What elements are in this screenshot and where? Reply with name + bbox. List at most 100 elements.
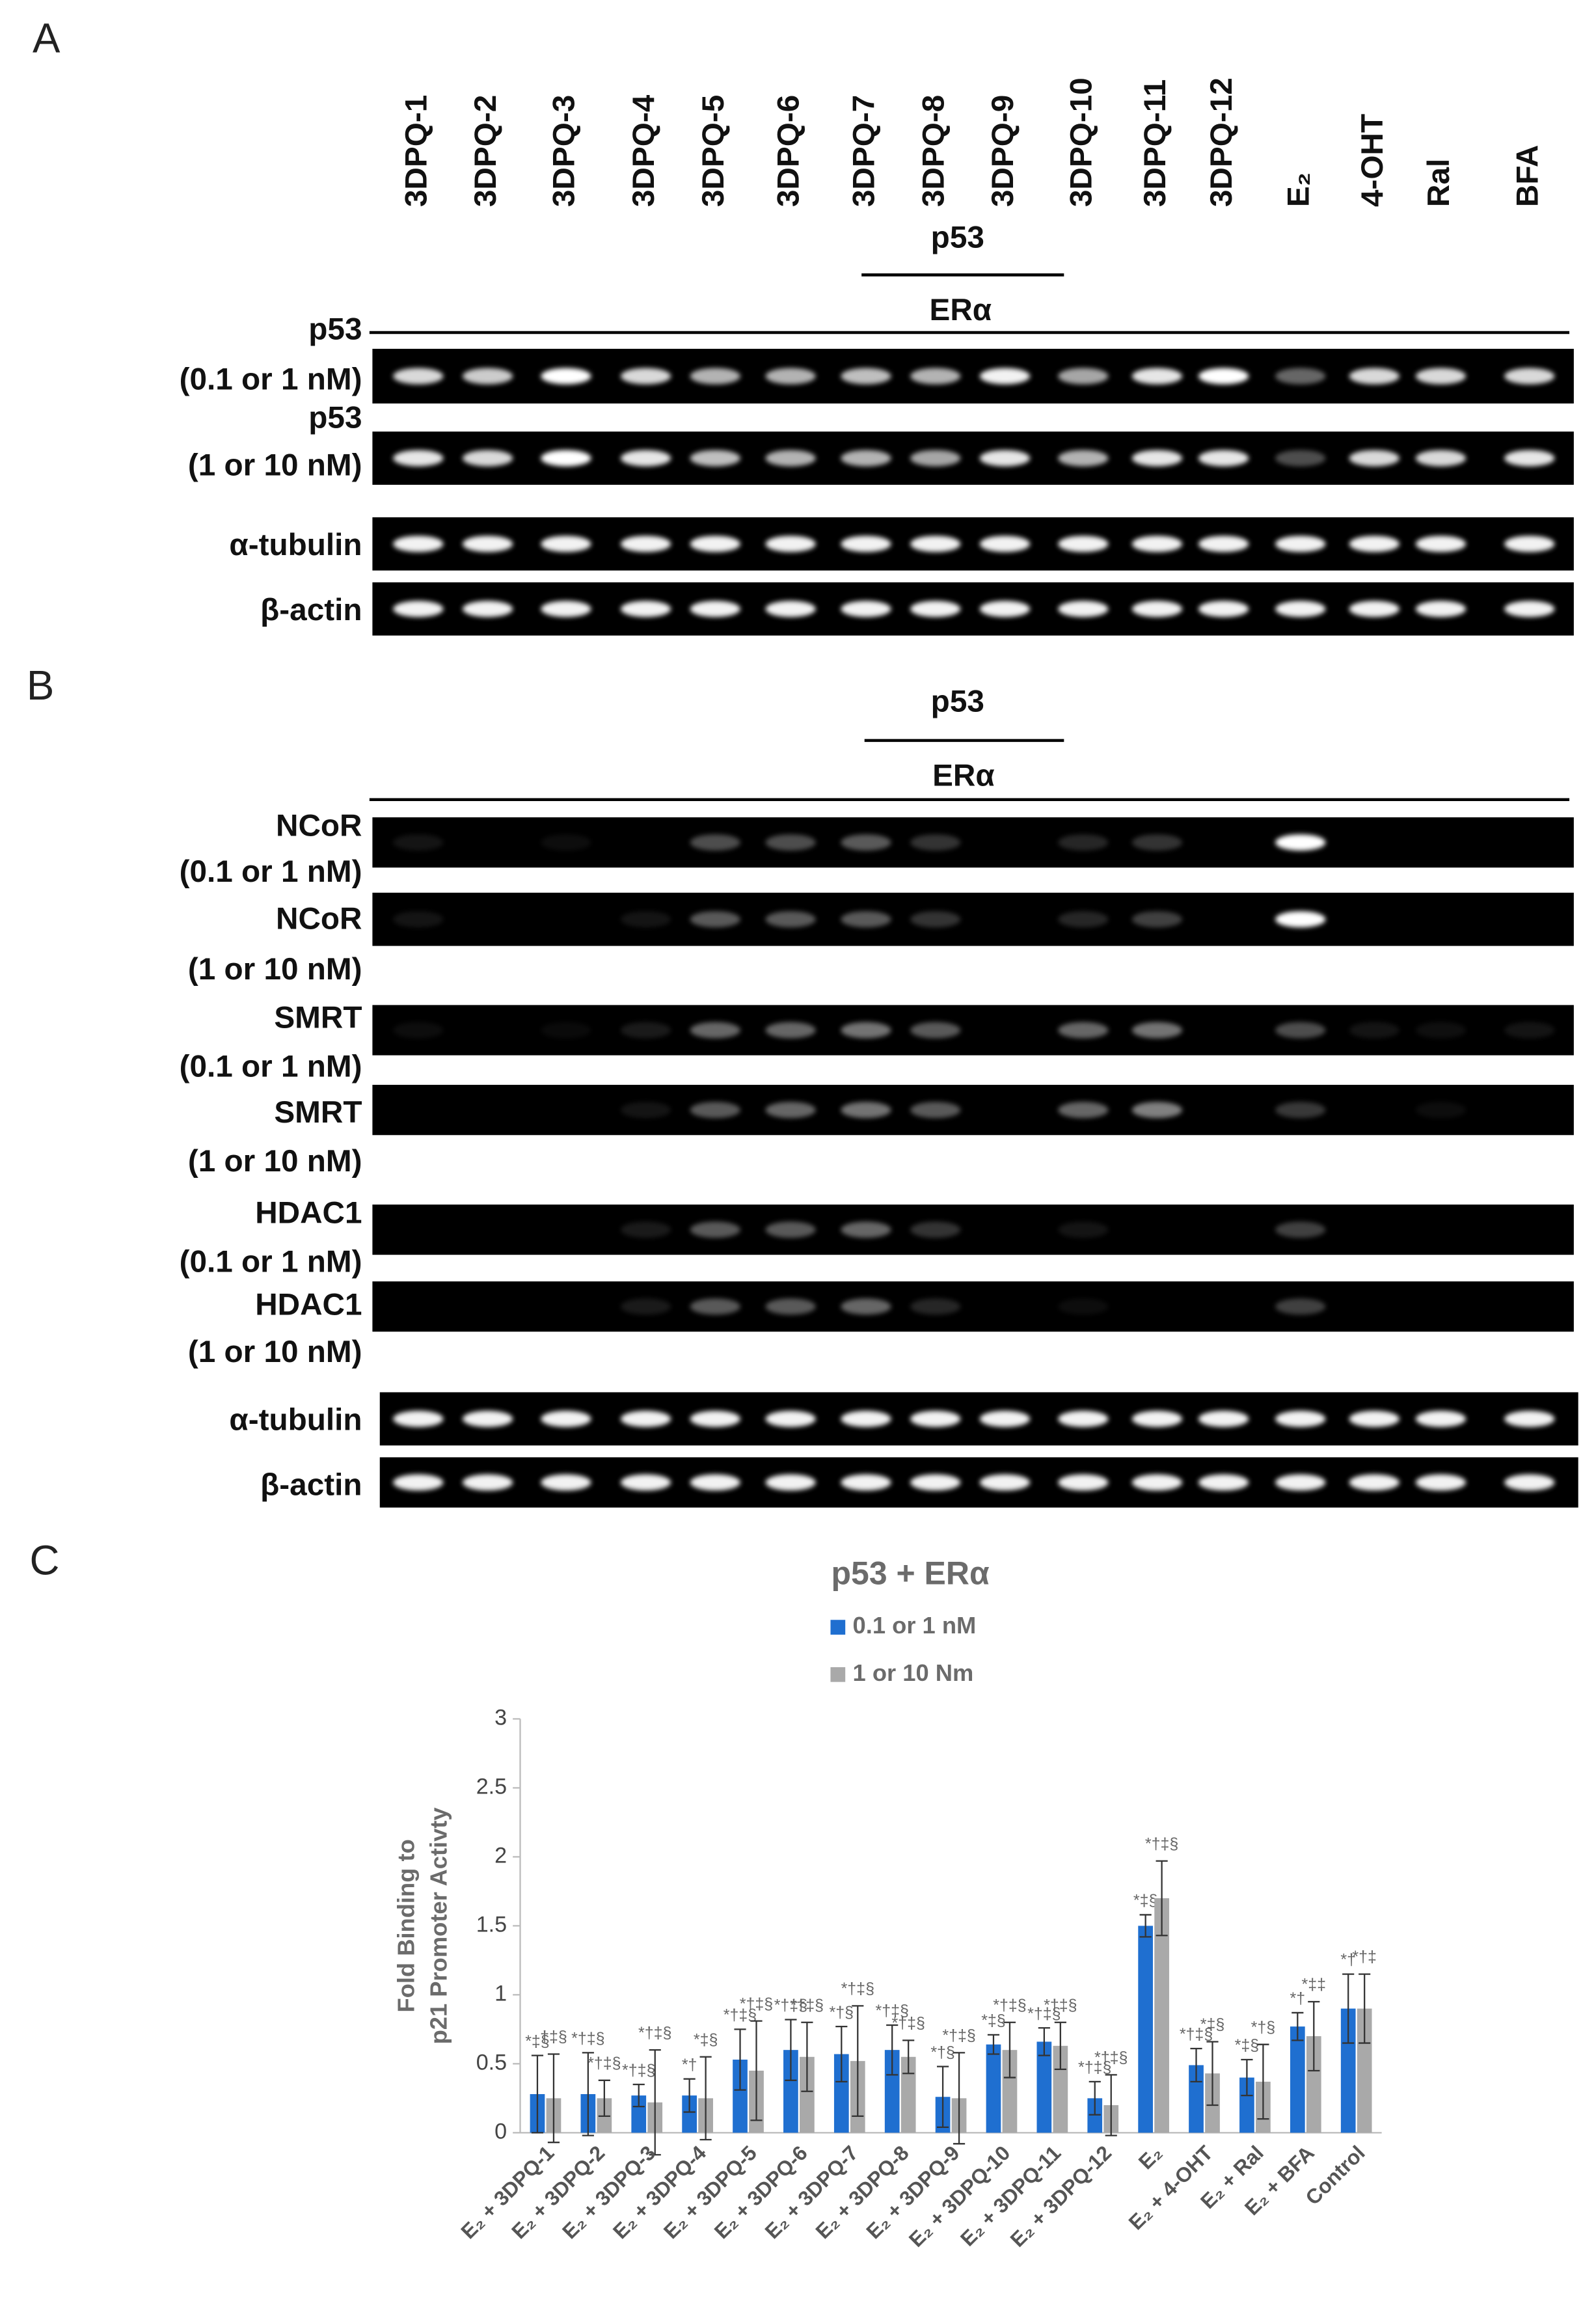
band: [1131, 536, 1183, 552]
significance-label: *‡§: [1235, 2036, 1260, 2054]
band: [841, 368, 891, 385]
band: [1058, 1221, 1109, 1238]
band: [1058, 1410, 1109, 1427]
band: [393, 450, 444, 467]
blot: [372, 892, 1574, 946]
row-label: β-actin: [260, 593, 362, 627]
significance-label: *†‡§: [774, 1996, 807, 2015]
band: [841, 834, 891, 851]
band: [1504, 1410, 1555, 1427]
row-label: p53: [308, 312, 362, 346]
panel-label: C: [29, 1538, 59, 1584]
band: [910, 536, 961, 552]
significance-label: *†‡§: [1027, 2004, 1061, 2023]
row-label: NCoR: [276, 902, 362, 936]
band: [462, 1474, 513, 1491]
significance-label: *†‡§: [993, 1996, 1026, 2014]
band: [393, 536, 444, 552]
significance-label: *†‡§: [1180, 2025, 1213, 2043]
legend-label: 0.1 or 1 nM: [853, 1612, 977, 1639]
significance-label: *†‡§: [942, 2026, 975, 2045]
band: [1275, 601, 1326, 618]
band: [690, 1022, 740, 1039]
lane-label: 3DPQ-10: [1064, 77, 1098, 207]
bracket-label: ERα: [930, 293, 992, 327]
band: [1198, 536, 1249, 552]
lane-label: 3DPQ-5: [696, 95, 731, 207]
bar: [1340, 2008, 1356, 2133]
band: [1504, 1022, 1555, 1039]
row-label: HDAC1: [255, 1287, 362, 1322]
y-tick-label: 1: [494, 1981, 507, 2006]
lane-label: BFA: [1510, 145, 1545, 207]
band: [979, 1474, 1031, 1491]
band: [910, 834, 961, 851]
band: [620, 368, 671, 385]
significance-label: *‡§: [525, 2032, 550, 2051]
band: [541, 601, 591, 618]
band: [1275, 1410, 1326, 1427]
band: [1131, 1022, 1183, 1039]
band: [541, 368, 591, 385]
band: [841, 536, 891, 552]
band: [1275, 536, 1326, 552]
significance-label: *‡§: [694, 2030, 718, 2049]
band: [620, 1022, 671, 1039]
band: [1415, 1410, 1467, 1427]
band: [841, 1102, 891, 1119]
band: [841, 1410, 891, 1427]
band: [393, 1022, 444, 1039]
band: [1349, 368, 1400, 385]
bar: [1306, 2036, 1321, 2133]
band: [765, 1474, 816, 1491]
row-label: (0.1 or 1 nM): [180, 362, 362, 397]
band: [979, 536, 1031, 552]
band: [765, 536, 816, 552]
band: [620, 536, 671, 552]
bar: [1002, 2050, 1018, 2133]
band: [910, 1221, 961, 1238]
band: [765, 1410, 816, 1427]
bar: [800, 2056, 815, 2133]
significance-label: *‡‡: [1302, 1976, 1327, 1994]
significance-label: *†‡§: [638, 2024, 671, 2042]
band: [910, 368, 961, 385]
band: [393, 834, 444, 851]
bar: [833, 2054, 849, 2133]
band: [1415, 368, 1467, 385]
band: [690, 1102, 740, 1119]
lane-label: 3DPQ-7: [847, 95, 882, 207]
band: [690, 1410, 740, 1427]
legend-swatch: [830, 1620, 846, 1635]
band: [690, 834, 740, 851]
band: [393, 601, 444, 618]
band: [1275, 1221, 1326, 1238]
band: [979, 450, 1031, 467]
lane-label: 3DPQ-9: [986, 95, 1020, 207]
band: [1415, 1022, 1467, 1039]
bar: [783, 2050, 798, 2133]
row-label: β-actin: [260, 1467, 362, 1502]
lane-label: E₂: [1281, 172, 1316, 207]
band: [393, 1474, 444, 1491]
band: [1131, 834, 1183, 851]
band: [979, 368, 1031, 385]
band: [1058, 601, 1109, 618]
significance-label: *†‡§: [588, 2054, 621, 2072]
band: [1275, 911, 1326, 928]
band: [1349, 536, 1400, 552]
significance-label: *‡§: [1200, 2015, 1225, 2034]
significance-label: *‡§: [981, 2011, 1006, 2030]
band: [1058, 1102, 1109, 1119]
band: [541, 1474, 591, 1491]
lane-label: 4-OHT: [1355, 114, 1390, 207]
significance-label: *†: [1290, 1989, 1305, 2008]
row-label: p53: [308, 401, 362, 435]
lane-label: 3DPQ-1: [399, 95, 433, 207]
band: [1058, 450, 1109, 467]
band: [979, 1410, 1031, 1427]
band: [690, 1474, 740, 1491]
band: [1198, 450, 1249, 467]
band: [620, 1221, 671, 1238]
lane-label: 3DPQ-6: [772, 95, 806, 207]
